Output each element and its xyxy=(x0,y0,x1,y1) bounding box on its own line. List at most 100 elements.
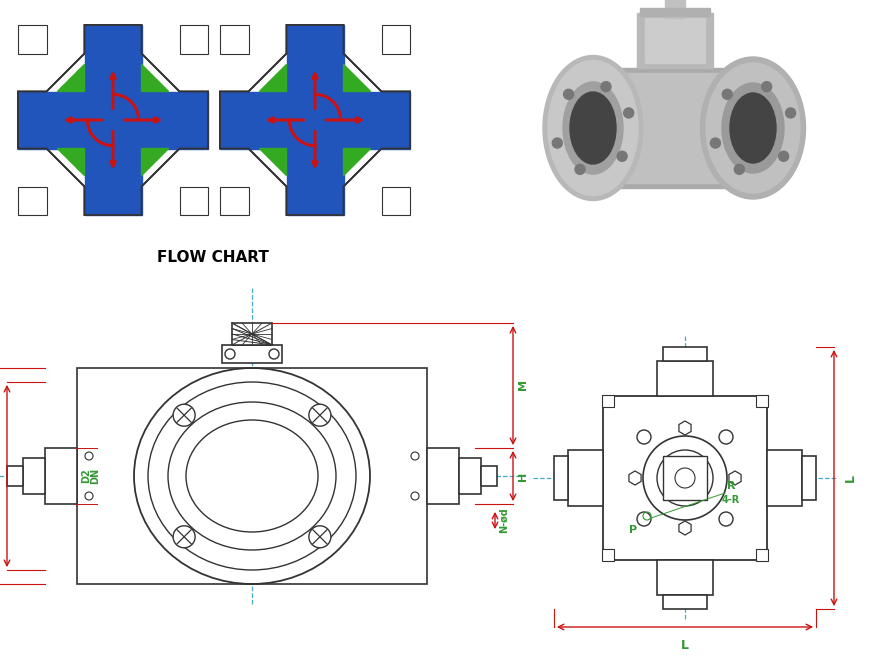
Bar xyxy=(77,368,427,584)
Polygon shape xyxy=(344,148,370,176)
Circle shape xyxy=(601,81,611,92)
Circle shape xyxy=(734,164,744,174)
Polygon shape xyxy=(18,25,208,215)
Polygon shape xyxy=(259,64,287,92)
Text: D2: D2 xyxy=(81,469,91,484)
Bar xyxy=(7,466,23,486)
Bar xyxy=(657,560,713,595)
Bar xyxy=(802,456,816,500)
Bar xyxy=(18,186,46,215)
Bar xyxy=(459,458,481,494)
Circle shape xyxy=(411,492,419,500)
Bar xyxy=(481,466,497,486)
Text: M: M xyxy=(518,379,528,391)
Text: H: H xyxy=(518,472,528,480)
Circle shape xyxy=(173,404,195,426)
Circle shape xyxy=(552,138,562,148)
Bar xyxy=(382,25,410,53)
Bar xyxy=(84,25,141,215)
Circle shape xyxy=(719,512,733,526)
Bar xyxy=(220,92,410,148)
Bar xyxy=(640,8,710,16)
Polygon shape xyxy=(141,148,169,176)
Bar xyxy=(554,456,568,500)
Text: D1: D1 xyxy=(0,469,2,484)
Ellipse shape xyxy=(706,63,800,193)
Circle shape xyxy=(173,526,195,548)
Circle shape xyxy=(575,164,585,174)
Polygon shape xyxy=(679,521,691,535)
Bar xyxy=(287,25,344,215)
Circle shape xyxy=(722,90,733,100)
Ellipse shape xyxy=(548,61,638,196)
Bar xyxy=(605,73,745,183)
Circle shape xyxy=(617,151,627,161)
Circle shape xyxy=(85,452,93,460)
Polygon shape xyxy=(141,64,169,92)
Bar xyxy=(568,450,603,506)
Bar xyxy=(593,68,753,188)
Bar xyxy=(179,186,208,215)
Circle shape xyxy=(719,430,733,444)
Text: FLOW CHART: FLOW CHART xyxy=(157,250,269,265)
Bar xyxy=(657,361,713,396)
Bar xyxy=(637,13,713,68)
Bar xyxy=(220,25,249,53)
Circle shape xyxy=(637,512,651,526)
Polygon shape xyxy=(220,25,410,215)
Bar xyxy=(602,395,614,407)
Bar xyxy=(23,458,45,494)
Ellipse shape xyxy=(543,55,643,200)
Circle shape xyxy=(643,436,727,520)
Bar xyxy=(382,186,410,215)
Polygon shape xyxy=(344,64,370,92)
Text: L: L xyxy=(681,639,689,652)
Circle shape xyxy=(786,108,796,118)
Polygon shape xyxy=(58,148,84,176)
Bar xyxy=(18,92,208,148)
Ellipse shape xyxy=(722,83,784,173)
Bar xyxy=(756,395,768,407)
Circle shape xyxy=(779,151,789,161)
Circle shape xyxy=(762,81,772,92)
Bar xyxy=(602,549,614,561)
Bar xyxy=(767,450,802,506)
Circle shape xyxy=(411,452,419,460)
Circle shape xyxy=(637,430,651,444)
Bar xyxy=(663,347,707,361)
Circle shape xyxy=(710,138,720,148)
Text: R: R xyxy=(726,481,735,491)
Circle shape xyxy=(675,468,695,488)
Polygon shape xyxy=(58,64,84,92)
Bar xyxy=(663,456,707,500)
Circle shape xyxy=(623,108,634,118)
Bar xyxy=(603,396,767,560)
Polygon shape xyxy=(259,148,287,176)
Bar xyxy=(220,186,249,215)
Polygon shape xyxy=(729,471,741,485)
Circle shape xyxy=(225,349,235,359)
Bar xyxy=(18,25,46,53)
Circle shape xyxy=(564,90,574,100)
Text: DN: DN xyxy=(90,468,100,484)
Ellipse shape xyxy=(563,82,623,174)
Circle shape xyxy=(269,349,279,359)
Bar xyxy=(427,448,459,504)
Bar xyxy=(645,18,705,63)
Bar xyxy=(179,25,208,53)
Ellipse shape xyxy=(730,93,776,163)
Circle shape xyxy=(657,450,713,506)
Text: L: L xyxy=(844,474,857,482)
Bar xyxy=(222,345,282,363)
Circle shape xyxy=(85,492,93,500)
Text: N-ød: N-ød xyxy=(499,507,509,533)
Circle shape xyxy=(309,526,331,548)
Bar xyxy=(663,595,707,609)
Ellipse shape xyxy=(570,92,616,164)
Polygon shape xyxy=(629,471,641,485)
Text: P: P xyxy=(629,525,637,535)
Bar xyxy=(665,0,685,18)
Bar xyxy=(232,323,272,345)
Ellipse shape xyxy=(701,57,805,199)
Text: 4-R: 4-R xyxy=(722,495,740,505)
